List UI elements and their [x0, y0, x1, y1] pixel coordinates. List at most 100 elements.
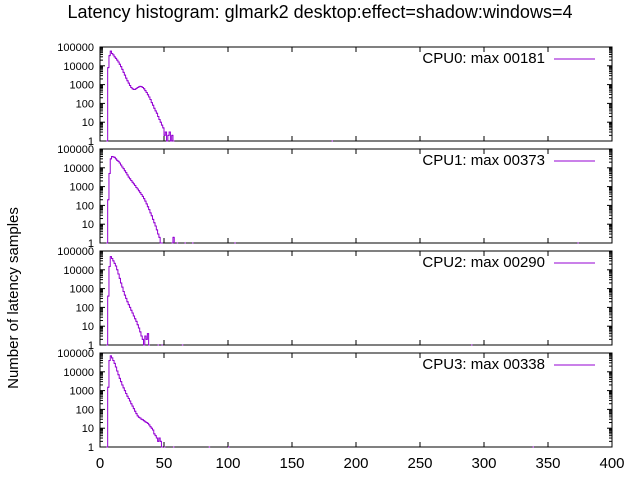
histogram-bin: [125, 172, 127, 174]
legend-label-cpu0: CPU0: max 00181: [422, 50, 545, 67]
histogram-bin: [111, 53, 113, 55]
histogram-bin: [162, 127, 164, 129]
histogram-bin: [108, 55, 111, 57]
panel-cpu1: 1 10 100 1000 10000 100000 CPU1: max 00373: [57, 144, 613, 250]
histogram-bin: [164, 134, 166, 136]
histogram-bin: [169, 131, 171, 133]
x-tick-label: 300: [471, 455, 496, 472]
panel-cpu3: 1 10 100 1000 10000 100000 CPU3: max 00338: [57, 348, 613, 454]
histogram-bin: [144, 200, 147, 202]
histogram-bin: [133, 183, 135, 185]
histogram-bin: [107, 386, 109, 388]
y-tick-label: 100000: [57, 42, 94, 54]
histogram-bin: [121, 68, 124, 70]
histogram-bin: [124, 170, 126, 172]
histogram-bin: [124, 294, 126, 296]
histogram-bin: [147, 94, 149, 96]
histogram-bin: [135, 413, 138, 415]
x-tick-label: 400: [599, 455, 624, 472]
histogram-bin: [151, 215, 153, 217]
histogram-bin: [117, 160, 120, 162]
histogram-bin: [155, 225, 157, 227]
histogram-bin: [112, 156, 115, 158]
histogram-bin: [114, 362, 116, 364]
histogram-bin: [120, 66, 122, 68]
histogram-bin: [139, 417, 141, 419]
histogram-bin: [139, 85, 141, 87]
histogram-bin: [140, 86, 143, 88]
y-tick-label: 100000: [57, 144, 94, 156]
y-tick-label: 100000: [57, 348, 94, 360]
histogram-bin: [140, 418, 143, 420]
histogram-bin: [128, 304, 130, 306]
x-tick-label: 0: [96, 455, 104, 472]
y-tick-label: 1: [88, 442, 94, 454]
histogram-bin: [106, 344, 108, 346]
histogram-bin: [111, 357, 113, 359]
y-tick-label: 1000: [70, 182, 94, 194]
histogram-bin: [116, 159, 118, 161]
x-tick-label: 350: [535, 455, 560, 472]
histogram-bin: [151, 427, 153, 429]
histogram-bin: [125, 297, 127, 299]
histogram-bin: [149, 99, 152, 101]
histogram-bin: [152, 429, 154, 431]
x-axis-ticks: 0 50 100 150 200 250 300 350 400: [96, 455, 625, 472]
histogram-bin: [184, 242, 186, 244]
histogram-bin: [161, 344, 163, 346]
histogram-bin: [142, 87, 144, 89]
histogram-bin: [161, 242, 163, 244]
histogram-bin: [128, 82, 130, 84]
histogram-bin: [129, 84, 131, 86]
histogram-bin: [140, 335, 143, 337]
histogram-bin: [176, 242, 179, 244]
histogram-bin: [132, 312, 134, 314]
histogram-bin: [129, 306, 131, 308]
histogram-bin: [110, 50, 112, 52]
histogram-bin: [140, 194, 143, 195]
histogram-bin: [148, 96, 150, 98]
histogram-line-cpu1: [106, 155, 579, 244]
y-tick-label: 100: [76, 302, 94, 314]
histogram-bin: [120, 282, 122, 284]
panels-group: 1 10 100 1000 10000 100000 CPU0: max 00181 1 10 1…: [57, 42, 613, 454]
histogram-bin: [148, 344, 150, 346]
histogram-bin: [137, 324, 139, 326]
histogram-bin: [158, 236, 161, 238]
histogram-bin: [115, 265, 117, 267]
histogram-bin: [116, 269, 118, 271]
y-tick-label: 10: [82, 117, 94, 129]
chart-title: Latency histogram: glmark2 desktop:effec…: [68, 2, 573, 22]
histogram-bin: [114, 262, 116, 264]
histogram-bin: [106, 446, 108, 448]
histogram-bin: [160, 121, 162, 123]
histogram-bin: [149, 212, 152, 214]
histogram-bin: [172, 446, 175, 448]
histogram-bin: [119, 277, 121, 279]
histogram-bin: [156, 437, 158, 439]
panel-cpu0: 1 10 100 1000 10000 100000 CPU0: max 00181: [57, 42, 613, 148]
histogram-bin: [181, 344, 184, 346]
histogram-bin: [148, 424, 150, 426]
y-axis-label: Number of latency samples: [5, 207, 22, 389]
histogram-bin: [153, 222, 156, 224]
histogram-bin: [146, 422, 148, 424]
histogram-bin: [144, 90, 147, 92]
histogram-bin: [120, 164, 122, 166]
histogram-bin: [125, 77, 127, 79]
y-tick-label: 10000: [63, 163, 94, 175]
histogram-bin: [114, 156, 116, 158]
y-tick-label: 1: [88, 136, 94, 148]
histogram-bin: [164, 446, 166, 448]
y-tick-label: 10: [82, 321, 94, 333]
y-tick-label: 10: [82, 423, 94, 435]
histogram-bin: [129, 178, 131, 180]
histogram-bin: [134, 88, 136, 90]
histogram-bin: [134, 184, 136, 186]
histogram-bin: [151, 102, 153, 104]
histogram-bin: [172, 236, 175, 238]
histogram-bin: [156, 112, 158, 114]
histogram-bin: [147, 333, 149, 335]
y-tick-label: 100: [76, 98, 94, 110]
histogram-bin: [155, 435, 157, 437]
